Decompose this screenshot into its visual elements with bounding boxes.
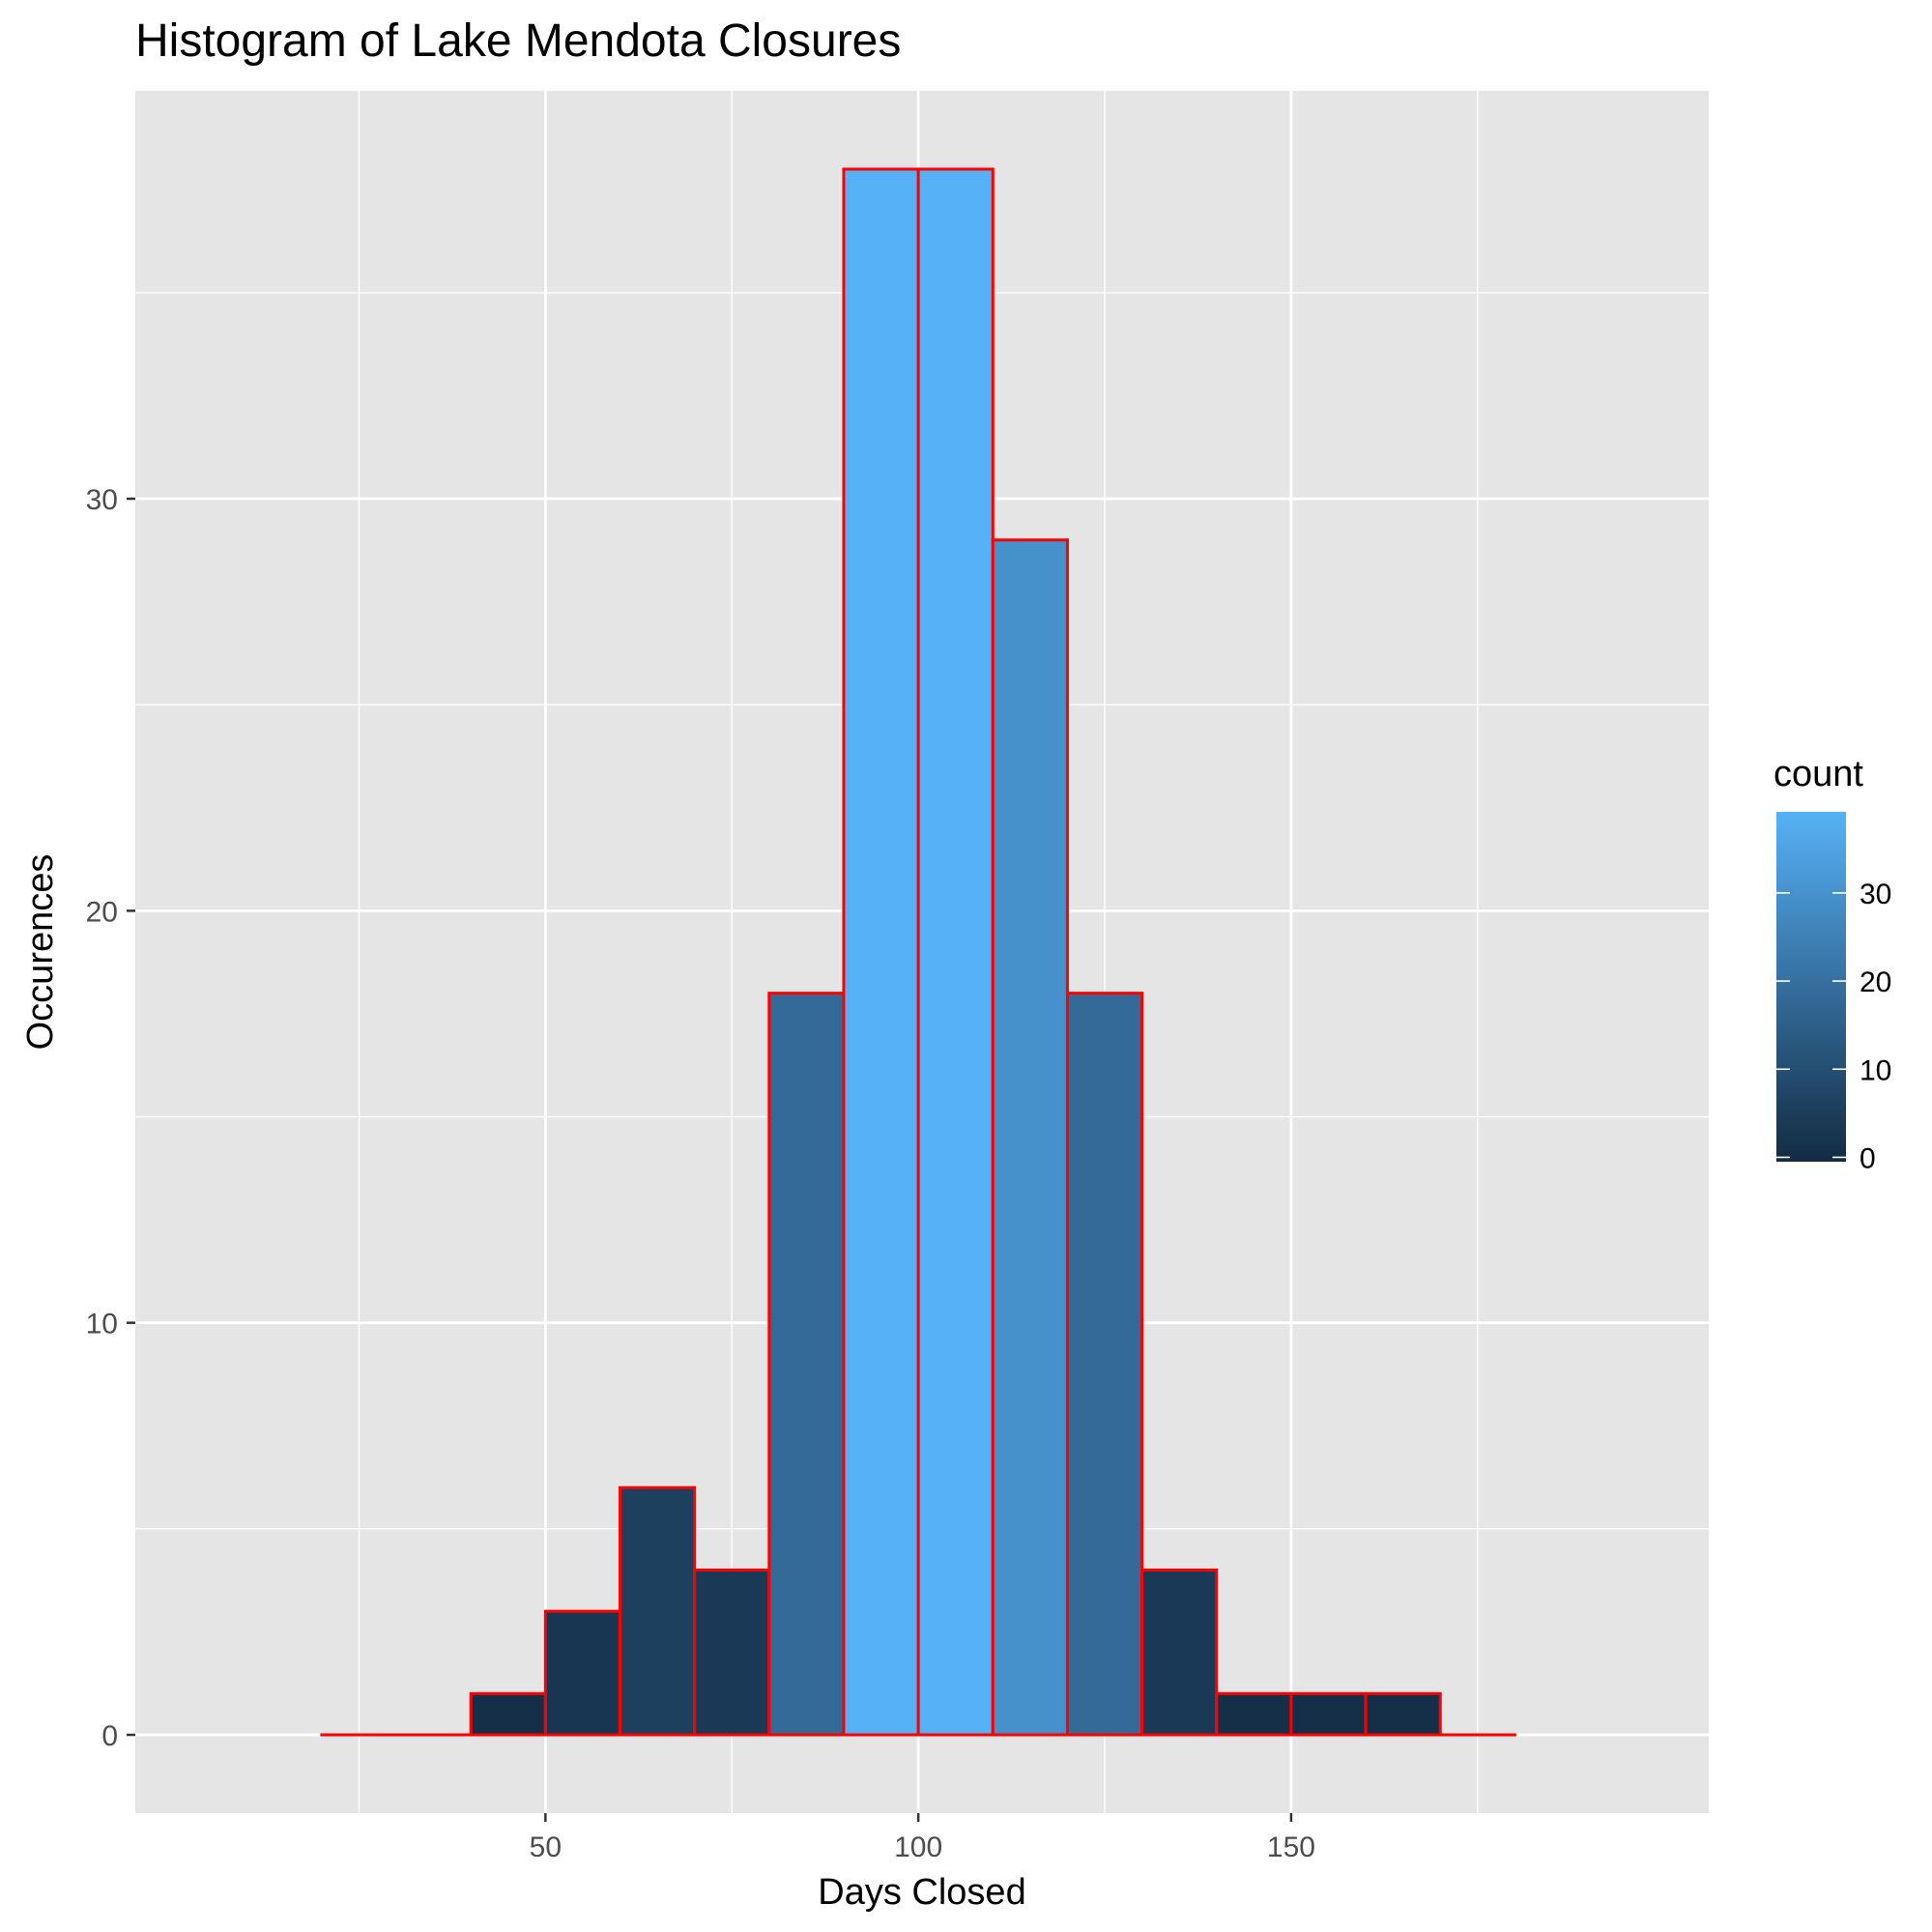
histogram-bar xyxy=(469,1691,547,1737)
histogram-bar xyxy=(1289,1691,1368,1737)
y-tick-label: 20 xyxy=(86,896,118,928)
legend-colorbar xyxy=(1776,812,1846,1162)
histogram-bar xyxy=(991,538,1069,1737)
histogram-bar xyxy=(1364,1691,1442,1737)
legend: count 0 10 20 30 xyxy=(1773,754,1891,1174)
histogram-bar xyxy=(1215,1691,1293,1737)
histogram-bar xyxy=(619,1485,697,1737)
x-axis: 50 100 150 xyxy=(530,1813,1315,1863)
chart-title: Histogram of Lake Mendota Closures xyxy=(135,15,901,67)
y-tick-label: 0 xyxy=(101,1720,118,1752)
histogram-bars xyxy=(320,167,1516,1737)
x-axis-label: Days Closed xyxy=(818,1872,1025,1913)
histogram-bar xyxy=(1065,992,1144,1737)
legend-tick-label: 0 xyxy=(1860,1142,1876,1174)
histogram-bar xyxy=(543,1609,622,1737)
histogram-bar xyxy=(767,992,846,1737)
y-tick-label: 10 xyxy=(86,1309,118,1341)
legend-ticks: 0 10 20 30 xyxy=(1776,879,1891,1174)
histogram-bar xyxy=(1140,1568,1219,1737)
y-axis-label: Occurences xyxy=(20,854,61,1051)
y-axis: 0 10 20 30 xyxy=(86,484,135,1752)
legend-tick-label: 30 xyxy=(1860,879,1891,910)
legend-title: count xyxy=(1773,754,1863,794)
y-tick-label: 30 xyxy=(86,484,118,516)
x-tick-label: 100 xyxy=(894,1831,942,1863)
histogram-bar xyxy=(842,167,920,1737)
x-tick-label: 150 xyxy=(1267,1831,1315,1863)
x-tick-label: 50 xyxy=(530,1831,562,1863)
histogram-bar xyxy=(693,1568,771,1737)
histogram-bar xyxy=(916,167,995,1737)
legend-tick-label: 20 xyxy=(1860,966,1891,998)
legend-tick-label: 10 xyxy=(1860,1054,1891,1086)
